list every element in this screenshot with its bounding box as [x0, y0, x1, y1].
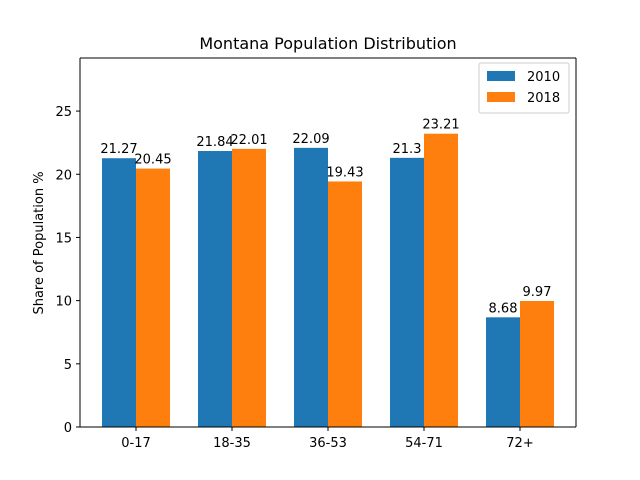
x-tick-label-54-71: 54-71	[405, 436, 443, 451]
data-label-2018-72+: 9.97	[523, 285, 552, 300]
bar-2010-72+	[486, 317, 520, 427]
chart-title: Montana Population Distribution	[199, 34, 456, 53]
x-tick-label-0-17: 0-17	[121, 436, 151, 451]
y-tick-label: 15	[55, 231, 72, 246]
data-label-2018-54-71: 23.21	[422, 118, 459, 133]
y-axis-title: Share of Population %	[32, 171, 47, 314]
data-label-2010-18-35: 21.84	[196, 135, 233, 150]
y-tick-label: 10	[55, 295, 72, 310]
data-label-2010-72+: 8.68	[489, 301, 518, 316]
bar-2018-18-35	[232, 148, 266, 427]
legend-swatch-2018	[487, 92, 515, 102]
legend-swatch-2010	[487, 71, 515, 81]
data-label-2010-0-17: 21.27	[100, 142, 137, 157]
y-tick-label: 25	[55, 105, 72, 120]
x-tick-label-72+: 72+	[506, 436, 533, 451]
legend-label-2018: 2018	[527, 91, 560, 106]
plot-area: 21.27 21.84 22.09 21.3 8.68 20.45 22.01 19.43 23…	[55, 57, 577, 451]
bar-2010-54-71	[390, 157, 424, 427]
data-label-2018-36-53: 19.43	[326, 165, 363, 180]
bar-2018-54-71	[424, 133, 458, 427]
bar-2018-36-53	[328, 181, 362, 427]
data-label-2010-54-71: 21.3	[393, 142, 422, 157]
data-label-2018-18-35: 22.01	[230, 133, 267, 148]
y-tick-label: 20	[55, 168, 72, 183]
x-tick-label-18-35: 18-35	[213, 436, 251, 451]
bar-2010-0-17	[102, 158, 136, 427]
x-tick-label-36-53: 36-53	[309, 436, 347, 451]
legend-label-2010: 2010	[527, 70, 560, 85]
data-label-2018-0-17: 20.45	[134, 153, 171, 168]
data-label-2010-36-53: 22.09	[292, 132, 329, 147]
y-tick-label: 0	[64, 421, 72, 436]
bar-2018-72+	[520, 301, 554, 427]
bar-2018-0-17	[136, 168, 170, 428]
y-tick-label: 5	[64, 358, 72, 373]
bar-2010-36-53	[294, 147, 328, 427]
bar-2010-18-35	[198, 151, 232, 427]
legend: 2010 2018	[478, 62, 570, 114]
